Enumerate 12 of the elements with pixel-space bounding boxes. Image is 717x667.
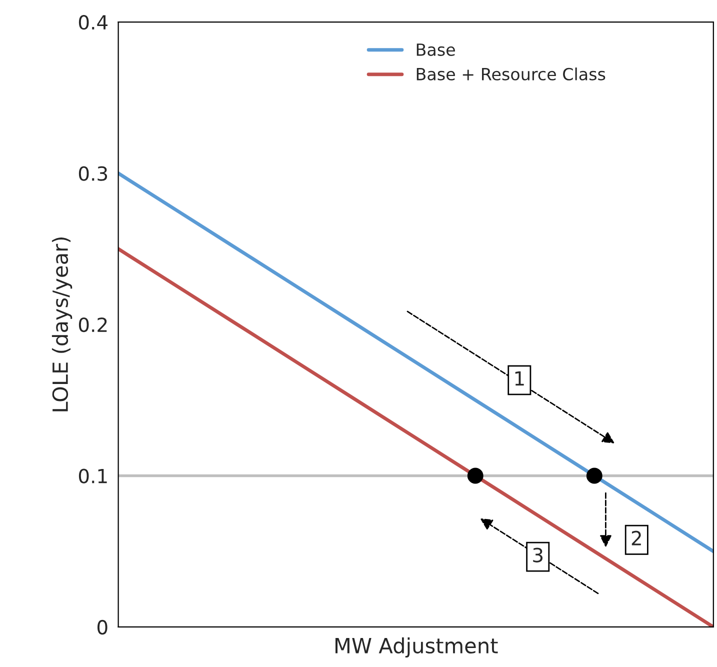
x-axis-title: MW Adjustment — [336, 637, 498, 658]
annotation: 2 — [632, 530, 641, 546]
y-tick-label: 0.3 — [78, 166, 108, 181]
y-tick-label: 0.4 — [78, 14, 108, 30]
legend-label: Base — [416, 44, 455, 56]
y-tick-label: 0 — [97, 620, 108, 635]
annotation: 3 — [533, 548, 542, 562]
y-tick-label: 0.2 — [78, 317, 107, 332]
y-tick-label: 0.1 — [78, 468, 107, 484]
y-axis-title: LOLE (days/year) — [52, 238, 72, 412]
legend-label: Base + Resource Class — [416, 68, 606, 80]
annotation: 1 — [515, 371, 524, 386]
